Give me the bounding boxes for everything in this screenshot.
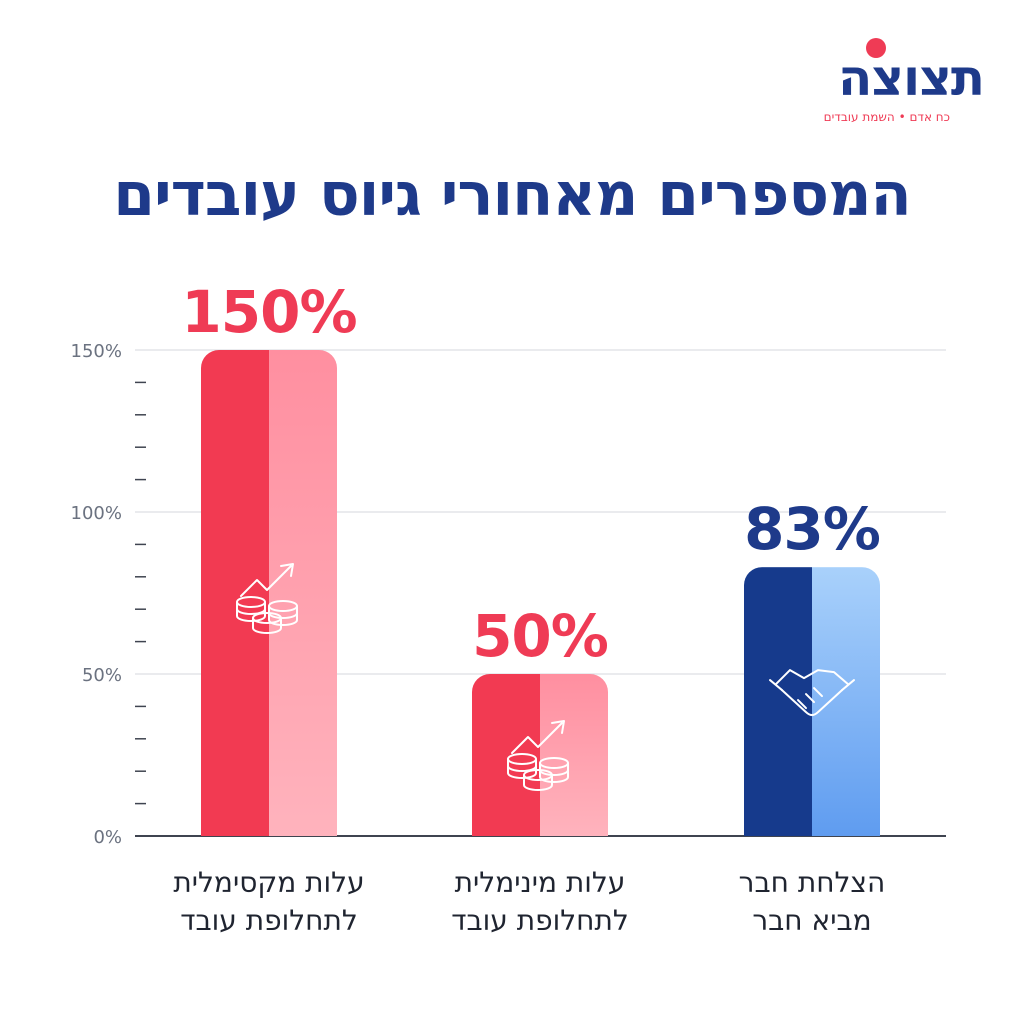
x-tick-label: עלות מקסימלית — [173, 866, 364, 899]
brand-logo: תצוצה כח אדם • השמת עובדים — [784, 38, 985, 128]
data-label: 150% — [181, 278, 356, 346]
bar — [201, 350, 337, 836]
y-tick-label: 100% — [71, 503, 122, 524]
y-tick-label: 0% — [93, 827, 122, 848]
bar-left-half — [744, 567, 812, 836]
logo-text: תצוצה — [838, 49, 985, 107]
bar — [744, 567, 880, 836]
data-label: 83% — [744, 495, 880, 563]
page-title: המספרים מאחורי גיוס עובדים — [113, 160, 912, 230]
bar-right-half — [812, 567, 880, 836]
x-tick-label: הצלחת חבר — [739, 866, 886, 899]
bar-right-half — [269, 350, 337, 836]
x-tick-label: מביא חבר — [752, 904, 871, 937]
bar — [472, 674, 608, 836]
bar-left-half — [201, 350, 269, 836]
x-tick-label: לתחלופת עובד — [180, 904, 358, 937]
bar-right-half — [540, 674, 608, 836]
y-tick-label: 150% — [71, 341, 122, 362]
coins-growth-icon — [507, 720, 569, 791]
logo-tagline: כח אדם • השמת עובדים — [823, 110, 950, 124]
coins-growth-icon — [236, 563, 298, 634]
x-tick-label: עלות מינימלית — [455, 866, 626, 899]
data-label: 50% — [472, 602, 608, 670]
handshake-icon — [769, 669, 855, 717]
x-tick-label: לתחלופת עובד — [451, 904, 629, 937]
logo-dot — [866, 38, 886, 58]
y-tick-label: 50% — [82, 665, 122, 686]
